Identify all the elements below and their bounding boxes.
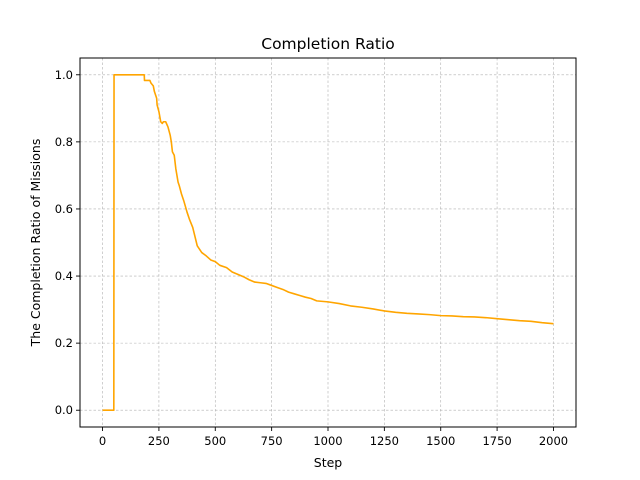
chart-title: Completion Ratio	[261, 35, 395, 53]
x-tick-label: 1250	[370, 434, 399, 448]
tick-layer: 0 250 500 750 1000 1250 1500 1750 2000 0.0 0.2 0.4 0…	[55, 68, 568, 448]
series-layer	[102, 73, 554, 412]
x-tick-label: 250	[148, 434, 170, 448]
x-tick-label: 1750	[482, 434, 511, 448]
y-axis-title: The Completion Ratio of Missions	[28, 139, 43, 348]
x-axis-title: Step	[314, 455, 343, 470]
x-tick-label: 750	[261, 434, 283, 448]
grid-lines	[80, 58, 576, 427]
x-tick-label: 1000	[313, 434, 342, 448]
y-tick-label: 0.0	[55, 403, 73, 417]
series-line	[102, 73, 554, 412]
y-tick-label: 1.0	[55, 68, 73, 82]
x-tick-label: 2000	[539, 434, 568, 448]
x-tick-label: 0	[99, 434, 106, 448]
y-tick-label: 0.8	[55, 135, 73, 149]
y-tick-label: 0.6	[55, 202, 73, 216]
x-tick-label: 1500	[426, 434, 455, 448]
y-tick-label: 0.4	[55, 269, 73, 283]
x-tick-label: 500	[204, 434, 226, 448]
y-tick-label: 0.2	[55, 336, 73, 350]
